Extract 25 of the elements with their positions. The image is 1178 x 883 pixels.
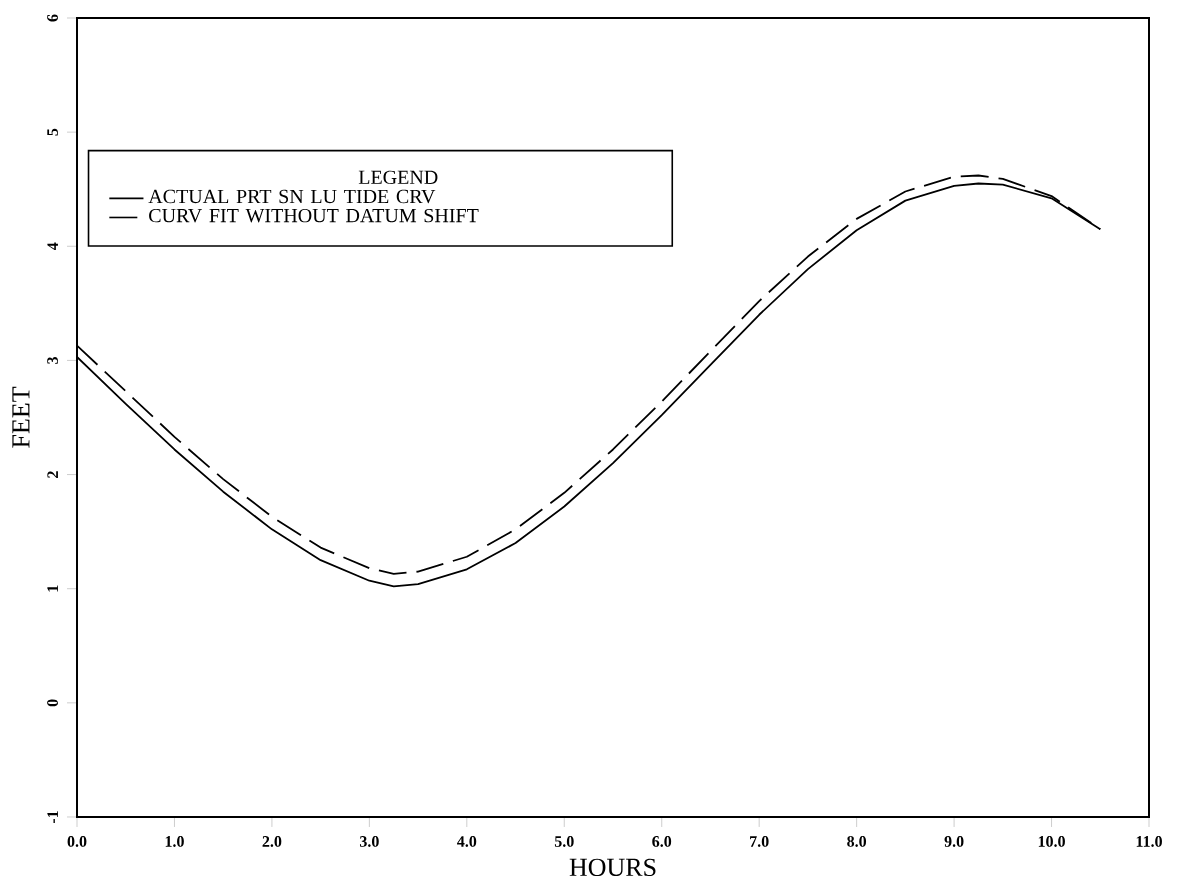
x-tick-label: 6.0 bbox=[652, 836, 672, 847]
x-tick-label: 8.0 bbox=[847, 836, 867, 847]
y-tick-label: 3 bbox=[47, 356, 58, 364]
y-tick-label: 4 bbox=[47, 242, 58, 251]
x-tick-label: 4.0 bbox=[457, 836, 477, 847]
legend-title: LEGEND bbox=[358, 170, 438, 185]
x-axis-title: HOURS bbox=[569, 858, 656, 877]
x-tick-label: 5.0 bbox=[554, 836, 574, 847]
legend-label: CURV FIT WITHOUT DATUM SHIFT bbox=[149, 208, 479, 223]
x-tick-label: 2.0 bbox=[262, 836, 282, 847]
y-tick-label: 5 bbox=[47, 128, 58, 136]
y-tick-label: 2 bbox=[47, 471, 58, 478]
x-tick-label: 0.0 bbox=[67, 836, 87, 847]
y-tick-label: 6 bbox=[47, 14, 58, 22]
x-tick-label: 1.0 bbox=[165, 836, 184, 847]
x-tick-label: 10.0 bbox=[1038, 836, 1065, 847]
legend-label: ACTUAL PRT SN LU TIDE CRV bbox=[148, 189, 436, 204]
x-tick-label: 11.0 bbox=[1136, 836, 1162, 847]
y-axis-title: FEET bbox=[12, 386, 30, 448]
x-tick-label: 9.0 bbox=[944, 836, 964, 847]
y-tick-label: 1 bbox=[47, 585, 58, 592]
y-tick-label: -1 bbox=[47, 811, 58, 824]
x-tick-label: 7.0 bbox=[750, 836, 769, 847]
x-tick-label: 3.0 bbox=[359, 836, 379, 847]
y-tick-label: 0 bbox=[47, 699, 58, 707]
